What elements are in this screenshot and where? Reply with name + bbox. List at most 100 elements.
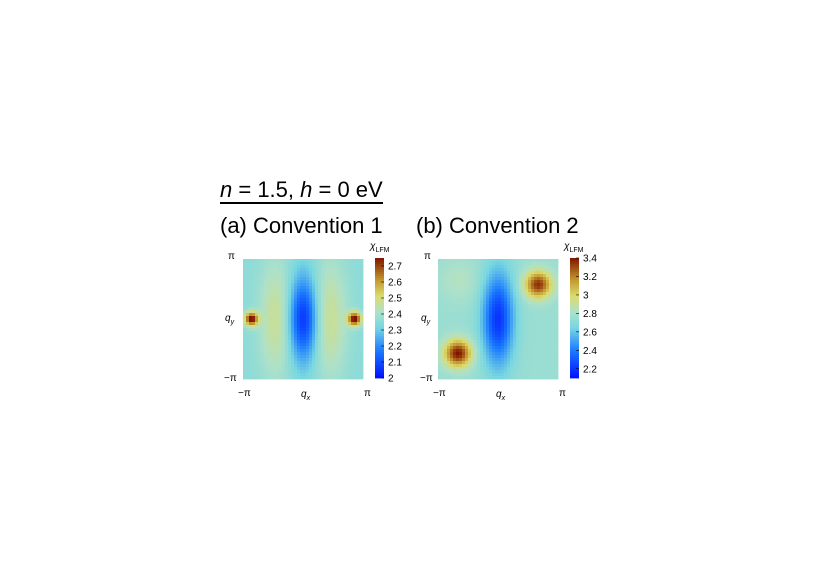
heatmap-a-cell bbox=[360, 271, 364, 275]
heatmap-b-cell bbox=[501, 307, 505, 311]
heatmap-a-cell bbox=[345, 298, 349, 302]
heatmap-a-cell bbox=[243, 289, 247, 293]
heatmap-a-cell bbox=[258, 337, 262, 341]
heatmap-b-cell bbox=[474, 259, 478, 263]
heatmap-b-cell bbox=[492, 280, 496, 284]
heatmap-a-cell bbox=[327, 319, 331, 323]
heatmap-b-cell bbox=[495, 268, 499, 272]
heatmap-b-cell bbox=[465, 328, 469, 332]
heatmap-b-cell bbox=[531, 370, 535, 374]
heatmap-b-cell bbox=[465, 310, 469, 314]
heatmap-b-cell bbox=[447, 295, 451, 299]
heatmap-a-cell bbox=[270, 340, 274, 344]
heatmap-a-cell bbox=[330, 283, 334, 287]
heatmap-b-cell bbox=[447, 364, 451, 368]
heatmap-a-cell bbox=[243, 322, 247, 326]
heatmap-b-cell bbox=[507, 334, 511, 338]
colorbar-b-gradient-step bbox=[570, 280, 579, 283]
heatmap-a-cell bbox=[303, 301, 307, 305]
heatmap-b-cell bbox=[477, 304, 481, 308]
heatmap-b-cell bbox=[528, 283, 532, 287]
panel-b-xtick-left: −π bbox=[433, 388, 446, 399]
heatmap-a-cell bbox=[249, 313, 253, 317]
heatmap-a-cell bbox=[342, 331, 346, 335]
heatmap-a-cell bbox=[297, 343, 301, 347]
heatmap-a-cell bbox=[246, 337, 250, 341]
heatmap-b-cell bbox=[513, 358, 517, 362]
heatmap-a-cell bbox=[327, 295, 331, 299]
heatmap-b-cell bbox=[468, 292, 472, 296]
heatmap-b-cell bbox=[498, 292, 502, 296]
heatmap-a-cell bbox=[267, 373, 271, 377]
heatmap-b-cell bbox=[459, 370, 463, 374]
heatmap-b-cell bbox=[534, 358, 538, 362]
heatmap-a-cell bbox=[252, 304, 256, 308]
heatmap-b-cell bbox=[495, 283, 499, 287]
heatmap-a-cell bbox=[345, 322, 349, 326]
heatmap-a-cell bbox=[294, 319, 298, 323]
heatmap-a-cell bbox=[297, 373, 301, 377]
heatmap-a-cell bbox=[351, 259, 355, 263]
heatmap-a-cell bbox=[348, 346, 352, 350]
heatmap-b-cell bbox=[447, 376, 451, 380]
heatmap-b-cell bbox=[531, 265, 535, 269]
heatmap-b-cell bbox=[498, 271, 502, 275]
heatmap-a-cell bbox=[354, 295, 358, 299]
heatmap-b-cell bbox=[522, 298, 526, 302]
heatmap-a-cell bbox=[309, 307, 313, 311]
heatmap-a-cell bbox=[348, 364, 352, 368]
heatmap-b-cell bbox=[456, 343, 460, 347]
heatmap-a-cell bbox=[276, 271, 280, 275]
heatmap-a-cell bbox=[330, 334, 334, 338]
heatmap-a-cell bbox=[342, 271, 346, 275]
heatmap-a-cell bbox=[348, 310, 352, 314]
heatmap-b-cell bbox=[441, 361, 445, 365]
heatmap-b-cell bbox=[540, 262, 544, 266]
heatmap-a-cell bbox=[303, 373, 307, 377]
heatmap-b-cell bbox=[447, 304, 451, 308]
heatmap-a-cell bbox=[327, 313, 331, 317]
heatmap-b-cell bbox=[450, 376, 454, 380]
heatmap-a-cell bbox=[252, 325, 256, 329]
heatmap-b-cell bbox=[480, 337, 484, 341]
heatmap-a-cell bbox=[348, 373, 352, 377]
heatmap-a-cell bbox=[333, 298, 337, 302]
heatmap-b-cell bbox=[522, 295, 526, 299]
heatmap-b-cell bbox=[504, 286, 508, 290]
heatmap-a-cell bbox=[336, 373, 340, 377]
heatmap-b-cell bbox=[528, 322, 532, 326]
heatmap-b-cell bbox=[516, 319, 520, 323]
colorbar-b-tick-label: 2.8 bbox=[583, 309, 597, 320]
heatmap-a-cell bbox=[324, 334, 328, 338]
heatmap-a-cell bbox=[333, 376, 337, 380]
heatmap-b-cell bbox=[552, 349, 556, 353]
heatmap-a-cell bbox=[360, 286, 364, 290]
heatmap-a-cell bbox=[339, 280, 343, 284]
heatmap-b-cell bbox=[450, 337, 454, 341]
heatmap-b-cell bbox=[549, 280, 553, 284]
heatmap-a-cell bbox=[306, 292, 310, 296]
heatmap-a-cell bbox=[258, 319, 262, 323]
heatmap-a-cell bbox=[288, 376, 292, 380]
heatmap-a-cell bbox=[279, 340, 283, 344]
heatmap-a-cell bbox=[300, 292, 304, 296]
heatmap-b-cell bbox=[462, 316, 466, 320]
heatmap-a-cell bbox=[246, 292, 250, 296]
heatmap-a-cell bbox=[339, 331, 343, 335]
heatmap-b-cell bbox=[546, 337, 550, 341]
heatmap-a-cell bbox=[309, 313, 313, 317]
heatmap-b-cell bbox=[522, 307, 526, 311]
heatmap-b-cell bbox=[546, 265, 550, 269]
heatmap-a-cell bbox=[303, 355, 307, 359]
heatmap-b-cell bbox=[546, 334, 550, 338]
heatmap-b-cell bbox=[522, 325, 526, 329]
heatmap-a-cell bbox=[288, 265, 292, 269]
colorbar-b-gradient-step bbox=[570, 270, 579, 273]
heatmap-b-cell bbox=[543, 265, 547, 269]
heatmap-b-cell bbox=[474, 334, 478, 338]
heatmap-b-cell bbox=[546, 340, 550, 344]
heatmap-a-cell bbox=[243, 280, 247, 284]
heatmap-b-cell bbox=[474, 340, 478, 344]
heatmap-a-cell bbox=[258, 289, 262, 293]
heatmap-b-cell bbox=[555, 265, 559, 269]
